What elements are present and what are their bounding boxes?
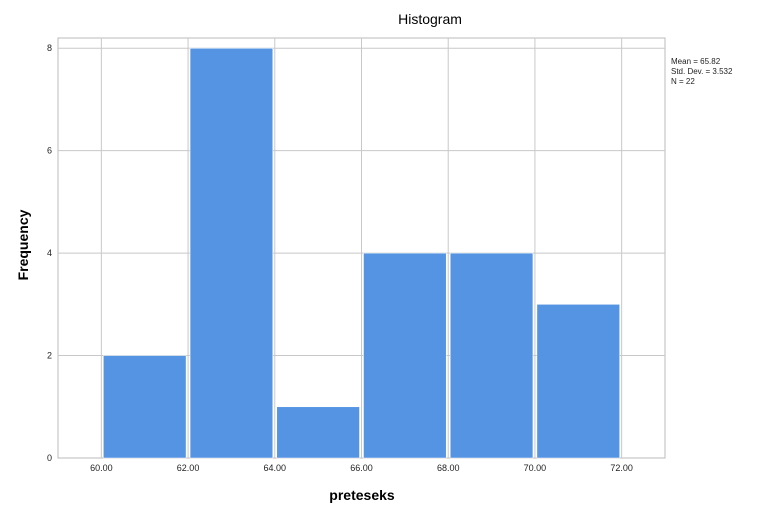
stats-box: Mean = 65.82 Std. Dev. = 3.532 N = 22	[671, 57, 733, 86]
stats-mean: Mean = 65.82	[671, 57, 721, 66]
x-tick-label: 68.00	[437, 463, 460, 473]
y-tick-label: 2	[47, 351, 52, 361]
x-tick-labels: 60.00 62.00 64.00 66.00 68.00 70.00 72.00	[90, 463, 633, 473]
histogram-bar	[449, 252, 534, 459]
y-tick-label: 6	[47, 146, 52, 156]
x-tick-label: 64.00	[264, 463, 287, 473]
y-axis-label: Frequency	[15, 209, 31, 280]
x-tick-label: 70.00	[524, 463, 547, 473]
histogram-bar	[536, 304, 620, 459]
histogram-bar	[189, 47, 274, 459]
stats-std-dev: Std. Dev. = 3.532	[671, 67, 733, 76]
histogram-bar	[103, 355, 187, 459]
chart-title: Histogram	[398, 11, 462, 27]
stats-n: N = 22	[671, 77, 695, 86]
y-tick-labels: 0 2 4 6 8	[47, 43, 52, 463]
bars	[103, 47, 620, 459]
histogram-bar	[276, 406, 360, 459]
x-tick-label: 60.00	[90, 463, 113, 473]
y-tick-label: 8	[47, 43, 52, 53]
histogram-bar	[363, 252, 447, 459]
x-tick-label: 62.00	[177, 463, 200, 473]
y-tick-label: 0	[47, 453, 52, 463]
y-tick-label: 4	[47, 248, 52, 258]
x-tick-label: 66.00	[350, 463, 373, 473]
x-tick-label: 72.00	[610, 463, 633, 473]
x-axis-label: preteseks	[329, 487, 395, 503]
